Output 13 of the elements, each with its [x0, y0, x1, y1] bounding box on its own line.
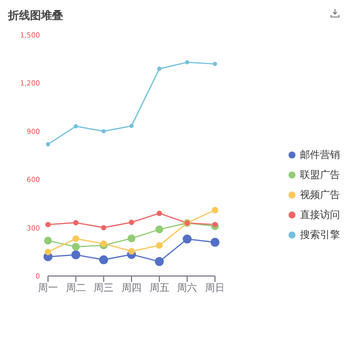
chart-title: 折线图堆叠 [8, 8, 63, 23]
legend-label: 视频广告 [300, 188, 340, 202]
legend-label: 邮件营销 [300, 148, 340, 162]
x-tick-label: 周二 [66, 283, 86, 294]
x-tick-label: 周一 [38, 283, 58, 294]
x-tick-label: 周三 [94, 283, 114, 294]
x-tick-label: 周五 [149, 283, 170, 294]
legend-label: 联盟广告 [300, 168, 340, 182]
x-tick-label: 周六 [177, 282, 198, 294]
legend-label: 搜索引擎 [300, 228, 340, 242]
legend-label: 直接访问 [300, 208, 340, 222]
x-tick-label: 周四 [122, 283, 142, 294]
x-tick-label: 周日 [205, 283, 225, 294]
